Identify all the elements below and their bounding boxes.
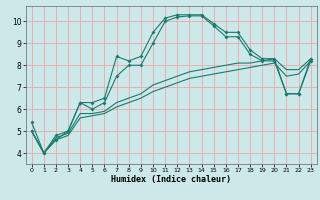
X-axis label: Humidex (Indice chaleur): Humidex (Indice chaleur): [111, 175, 231, 184]
